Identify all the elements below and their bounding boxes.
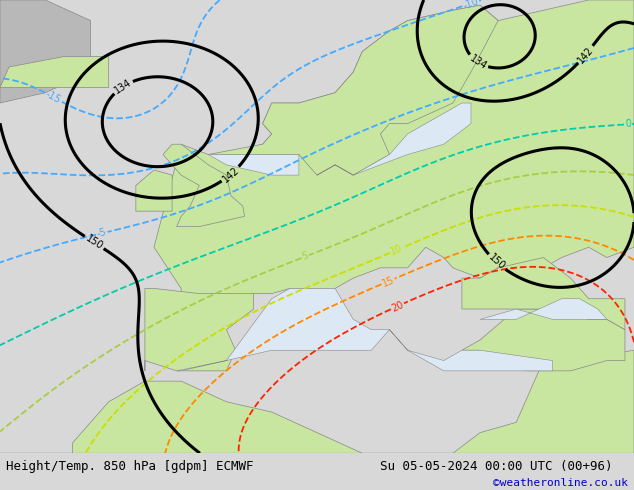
Text: 134: 134 <box>113 77 133 96</box>
Text: ©weatheronline.co.uk: ©weatheronline.co.uk <box>493 478 628 488</box>
Text: 150: 150 <box>84 233 105 252</box>
Polygon shape <box>0 57 108 88</box>
Polygon shape <box>209 154 299 175</box>
Text: 5: 5 <box>301 251 310 262</box>
Polygon shape <box>0 350 634 453</box>
Text: Su 05-05-2024 00:00 UTC (00+96): Su 05-05-2024 00:00 UTC (00+96) <box>380 460 613 473</box>
Polygon shape <box>480 299 607 319</box>
Text: -5: -5 <box>96 227 108 239</box>
Text: 134: 134 <box>468 53 488 72</box>
Text: 10: 10 <box>389 243 404 257</box>
Text: Height/Temp. 850 hPa [gdpm] ECMWF: Height/Temp. 850 hPa [gdpm] ECMWF <box>6 460 254 473</box>
Polygon shape <box>462 258 625 330</box>
Polygon shape <box>136 170 172 211</box>
Text: -10: -10 <box>462 0 480 11</box>
Text: 150: 150 <box>486 252 507 272</box>
Polygon shape <box>177 289 552 371</box>
Polygon shape <box>317 103 471 175</box>
Polygon shape <box>462 309 625 371</box>
Text: 142: 142 <box>220 165 241 184</box>
Polygon shape <box>154 0 634 299</box>
Polygon shape <box>209 5 498 175</box>
Polygon shape <box>145 289 254 371</box>
Text: 0: 0 <box>624 119 631 129</box>
Polygon shape <box>163 144 245 226</box>
Text: -15: -15 <box>44 89 62 105</box>
Polygon shape <box>0 0 91 103</box>
Text: 142: 142 <box>576 44 595 65</box>
Text: 20: 20 <box>390 299 405 313</box>
Text: 15: 15 <box>380 274 396 289</box>
